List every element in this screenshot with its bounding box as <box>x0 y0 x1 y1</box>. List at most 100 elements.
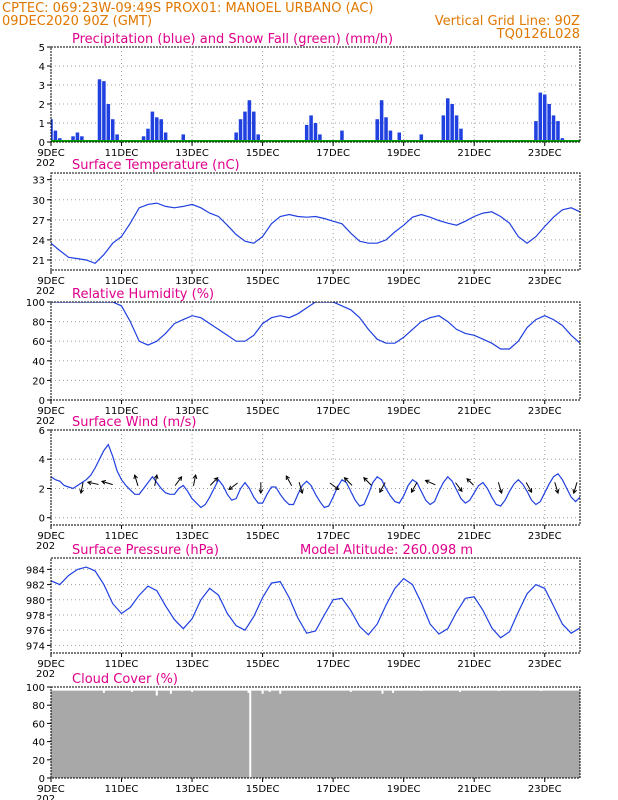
wind-xtick-label: 23DEC <box>528 531 562 542</box>
rh-data <box>51 302 580 350</box>
precip-bar <box>556 121 560 142</box>
wind-arrow-head <box>213 477 219 482</box>
cloud-ytick-label: 20 <box>32 756 45 767</box>
header: CPTEC: 069:23W-09:49S PROX01: MANOEL URB… <box>2 1 580 42</box>
wind-arrow-shaft <box>228 482 238 490</box>
pressure-ytick-label: 976 <box>26 626 45 637</box>
wind-arrow-shaft <box>298 482 303 494</box>
precip-title: Precipitation (blue) and Snow Fall (gree… <box>72 32 393 47</box>
cloud-ytick-label: 80 <box>32 701 45 712</box>
temp-title: Surface Temperature (nC) <box>72 158 240 173</box>
precip-bar <box>538 92 543 142</box>
precip-bar <box>256 134 260 142</box>
temp-xtick-label: 19DEC <box>387 276 421 287</box>
cloud-cover-gap <box>191 690 194 692</box>
cloud-cover-gap <box>540 690 543 692</box>
precip-bar <box>110 119 115 142</box>
wind-arrow-head <box>86 480 92 486</box>
precip-bar <box>542 94 547 142</box>
pressure-ytick-label: 984 <box>26 565 45 576</box>
wind-arrow-shaft <box>329 482 339 490</box>
rh-ytick-label: 60 <box>32 337 45 348</box>
cloud-xtick-label: 9DEC <box>37 784 64 795</box>
cloud-panel: 0 20 40 60 80 100 9DEC 11DEC 13DEC 15DEC 17DEC 19DE… <box>26 672 581 800</box>
pressure-xtick-label: 9DEC <box>37 659 64 670</box>
wind-xtick-label: 13DEC <box>175 531 209 542</box>
precip-bar <box>80 136 84 142</box>
wind-xtick-label: 9DEC <box>37 531 64 542</box>
cloud-ytick-label: 0 <box>39 774 45 785</box>
precip-bar <box>547 104 551 142</box>
precip-xtick-label: 9DEC <box>37 148 64 159</box>
precip-bar <box>459 128 463 142</box>
temp-xtick-label: 11DEC <box>105 276 139 287</box>
wind-xtick-label: 11DEC <box>105 531 139 542</box>
wind-arrow-head <box>285 475 290 480</box>
pressure-xtick-label: 11DEC <box>105 659 139 670</box>
pressure-ytick-label: 974 <box>26 641 45 652</box>
wind-data <box>51 443 580 509</box>
wind-ytick-label: 4 <box>39 455 45 466</box>
wind-arrow-shaft <box>379 482 386 493</box>
precip-bar <box>75 132 80 142</box>
precip-bar <box>304 124 309 142</box>
precip-frame <box>50 46 581 143</box>
cloud-cover-gap <box>497 690 500 692</box>
header-model-code: TQ0126L028 <box>496 27 580 42</box>
precip-bar <box>454 115 459 142</box>
cloud-cover-gap <box>261 690 264 694</box>
wind-xtick-label: 19DEC <box>387 531 421 542</box>
rh-xtick-label: 13DEC <box>175 406 209 417</box>
wind-arrow-head <box>458 487 463 493</box>
precip-ytick-label: 4 <box>39 62 45 73</box>
temp-xtick-label: 13DEC <box>175 276 209 287</box>
wind-xtick-label: 21DEC <box>457 531 491 542</box>
precip-bar <box>51 119 53 142</box>
temp-year-stub: 202 <box>36 286 55 297</box>
wind-arrow-head <box>343 477 349 482</box>
wind-arrow-shaft <box>80 482 84 494</box>
cloud-cover-gap <box>268 690 271 692</box>
cloud-cover-gap <box>381 690 384 694</box>
cloud-xtick-label: 23DEC <box>528 784 562 795</box>
rh-ytick-label: 0 <box>39 396 45 407</box>
rh-year-stub: 202 <box>36 416 55 427</box>
precip-bar <box>309 115 313 142</box>
wind-arrow-head <box>379 488 384 494</box>
rh-xtick-label: 17DEC <box>316 406 350 417</box>
wind-arrow-head <box>258 489 264 495</box>
wind-arrow-head <box>527 488 533 494</box>
wind-arrow-shaft <box>497 482 503 494</box>
wind-arrow-head <box>100 480 106 485</box>
wind-xtick-label: 17DEC <box>316 531 350 542</box>
precip-bar <box>243 111 247 142</box>
temp-ytick-label: 21 <box>32 256 45 267</box>
rh-ytick-label: 100 <box>26 298 45 309</box>
wind-arrow-shaft <box>554 482 559 494</box>
cloud-xtick-label: 19DEC <box>387 784 421 795</box>
precip-bar <box>384 117 388 142</box>
cloud-cover-gap <box>279 690 282 694</box>
precip-ytick-label: 5 <box>39 43 45 54</box>
temp-xtick-label: 21DEC <box>457 276 491 287</box>
rh-title: Relative Humidity (%) <box>72 287 214 302</box>
rh-xtick-label: 15DEC <box>246 406 280 417</box>
wind-arrow-shaft <box>174 476 182 486</box>
precip-bar <box>388 130 393 142</box>
cloud-data <box>51 690 580 778</box>
precip-bar <box>102 81 106 142</box>
cloud-xtick-label: 17DEC <box>316 784 350 795</box>
wind-arrow-shaft <box>455 482 463 492</box>
pressure-panel: 974 976 978 980 982 984 9DEC 11DEC 13DEC 15DEC 17D… <box>26 543 581 680</box>
precip-bar <box>159 119 163 142</box>
rh-panel: 0 20 40 60 80 100 9DEC 11DEC 13DEC 15DEC 17DEC 19DE… <box>26 287 581 427</box>
pressure-xtick-label: 21DEC <box>457 659 491 670</box>
header-run-time: 09DEC2020 90Z (GMT) <box>2 14 152 29</box>
precip-ytick-label: 2 <box>39 100 45 111</box>
precip-bar <box>445 98 450 142</box>
precip-bar <box>379 100 384 142</box>
cloud-year-stub: 202 <box>36 794 55 800</box>
cloud-xtick-label: 13DEC <box>175 784 209 795</box>
temp-xtick-label: 9DEC <box>37 276 64 287</box>
precip-bar <box>450 104 454 142</box>
